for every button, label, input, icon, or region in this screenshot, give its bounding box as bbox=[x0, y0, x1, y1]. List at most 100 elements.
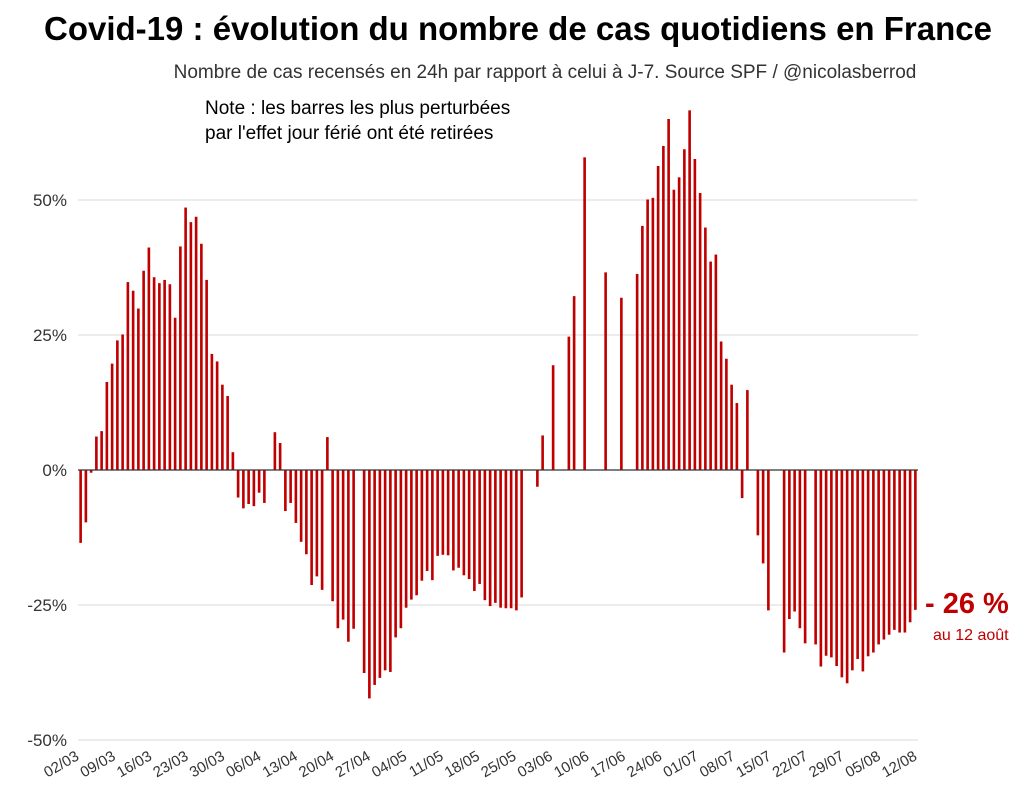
bar-16 bbox=[163, 279, 166, 470]
bar-74 bbox=[467, 470, 471, 580]
bar-67 bbox=[431, 470, 434, 581]
bar-134 bbox=[782, 470, 786, 653]
bar-80 bbox=[499, 470, 502, 608]
bar-94 bbox=[572, 296, 576, 470]
bar-145 bbox=[840, 470, 844, 678]
bar-27 bbox=[221, 384, 224, 470]
bar-118 bbox=[698, 192, 702, 471]
bar-1 bbox=[84, 470, 88, 523]
bar-29 bbox=[231, 452, 235, 470]
bar-4 bbox=[100, 431, 103, 470]
x-tick-label-15: 17/06 bbox=[588, 748, 629, 781]
bar-50 bbox=[341, 470, 345, 620]
bar-25 bbox=[210, 353, 214, 470]
bar-48 bbox=[331, 470, 334, 602]
chart-note: Note : les barres les plus perturbées pa… bbox=[205, 96, 510, 146]
bar-58 bbox=[383, 470, 387, 671]
x-tick-label-0: 02/03 bbox=[41, 748, 82, 781]
bar-68 bbox=[436, 470, 439, 556]
callout-subtitle: au 12 août bbox=[933, 627, 1009, 644]
bar-137 bbox=[798, 470, 802, 629]
x-tick-label-1: 09/03 bbox=[77, 748, 118, 781]
x-tick-label-14: 10/06 bbox=[551, 748, 592, 781]
bar-142 bbox=[824, 470, 828, 656]
bar-141 bbox=[819, 470, 823, 667]
bar-157 bbox=[903, 470, 907, 633]
note-line-1: Note : les barres les plus perturbées bbox=[205, 98, 511, 119]
x-tick-label-20: 22/07 bbox=[770, 748, 811, 781]
bar-76 bbox=[478, 470, 481, 584]
bar-109 bbox=[651, 197, 655, 470]
bar-125 bbox=[735, 403, 739, 470]
grid-layer bbox=[78, 199, 918, 741]
bar-88 bbox=[541, 435, 544, 470]
bar-151 bbox=[872, 470, 875, 653]
x-tick-label-6: 13/04 bbox=[260, 748, 301, 781]
bar-49 bbox=[336, 470, 340, 629]
x-tick-label-17: 01/07 bbox=[660, 748, 701, 781]
bar-117 bbox=[693, 158, 697, 470]
x-tick-label-18: 08/07 bbox=[697, 748, 738, 781]
bar-15 bbox=[158, 283, 161, 470]
bar-0 bbox=[79, 470, 82, 543]
bar-72 bbox=[457, 470, 460, 568]
bar-61 bbox=[399, 470, 403, 629]
y-tick-label-1: 25% bbox=[33, 326, 67, 345]
bar-87 bbox=[536, 470, 539, 487]
x-tick-label-7: 20/04 bbox=[296, 748, 337, 781]
x-tick-label-4: 30/03 bbox=[187, 748, 228, 781]
bar-124 bbox=[730, 384, 733, 470]
bar-70 bbox=[446, 470, 450, 556]
bar-38 bbox=[278, 443, 282, 470]
bar-5 bbox=[105, 381, 109, 470]
bar-55 bbox=[368, 470, 371, 699]
callout-value: - 26 % bbox=[925, 588, 1009, 620]
bar-59 bbox=[389, 470, 392, 672]
y-tick-label-3: -25% bbox=[27, 596, 67, 615]
bar-107 bbox=[641, 225, 644, 470]
bar-43 bbox=[305, 470, 308, 555]
x-tick-label-12: 25/05 bbox=[478, 748, 519, 781]
bar-120 bbox=[709, 261, 712, 470]
bar-148 bbox=[856, 470, 859, 659]
bar-115 bbox=[683, 149, 686, 471]
bar-93 bbox=[567, 336, 571, 470]
x-tick-label-3: 23/03 bbox=[150, 748, 191, 781]
bar-96 bbox=[583, 157, 586, 470]
bar-138 bbox=[803, 470, 807, 644]
bar-32 bbox=[247, 470, 250, 505]
x-tick-label-8: 27/04 bbox=[332, 748, 373, 781]
bar-45 bbox=[315, 470, 319, 577]
bar-34 bbox=[257, 470, 261, 493]
bar-39 bbox=[284, 470, 287, 512]
bar-121 bbox=[714, 254, 718, 470]
x-tick-label-10: 11/05 bbox=[406, 748, 446, 781]
bar-122 bbox=[719, 341, 723, 470]
bar-110 bbox=[656, 165, 660, 471]
x-tick-label-22: 05/08 bbox=[843, 748, 884, 781]
bar-84 bbox=[520, 470, 523, 598]
bar-153 bbox=[882, 470, 886, 640]
bar-52 bbox=[352, 470, 355, 629]
bar-135 bbox=[788, 470, 791, 620]
bar-131 bbox=[767, 470, 770, 611]
bar-113 bbox=[672, 189, 676, 471]
bar-47 bbox=[326, 437, 329, 470]
bar-82 bbox=[509, 470, 513, 609]
chart-title: Covid-19 : évolution du nombre de cas qu… bbox=[44, 10, 992, 47]
bar-10 bbox=[131, 290, 135, 470]
bar-12 bbox=[142, 270, 145, 470]
x-tick-label-13: 03/06 bbox=[515, 748, 556, 781]
bar-69 bbox=[441, 470, 445, 555]
bar-65 bbox=[420, 470, 424, 581]
bar-106 bbox=[635, 273, 639, 470]
bar-17 bbox=[168, 284, 172, 470]
bar-22 bbox=[194, 216, 198, 470]
bar-129 bbox=[756, 470, 760, 536]
bar-111 bbox=[662, 146, 665, 470]
bar-21 bbox=[189, 222, 193, 470]
bar-13 bbox=[147, 247, 151, 470]
bar-64 bbox=[415, 470, 418, 596]
bar-103 bbox=[620, 297, 623, 470]
